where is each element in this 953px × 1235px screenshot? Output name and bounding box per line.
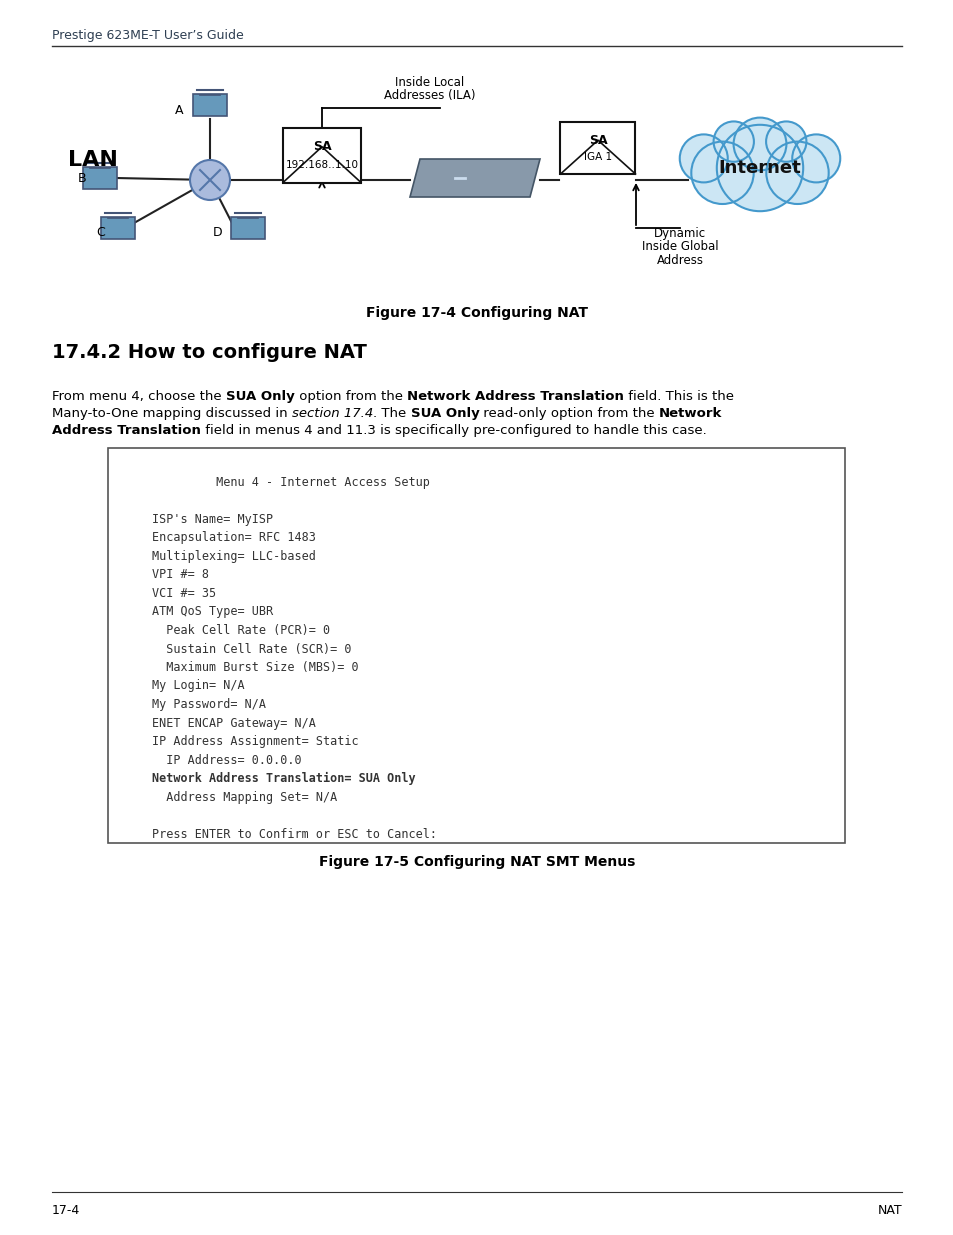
Text: Network Address Translation= SUA Only: Network Address Translation= SUA Only (152, 772, 416, 785)
Text: IP Address Assignment= Static: IP Address Assignment= Static (152, 735, 358, 748)
Text: Press ENTER to Confirm or ESC to Cancel:: Press ENTER to Confirm or ESC to Cancel: (152, 827, 436, 841)
Text: NAT: NAT (877, 1203, 901, 1216)
Text: LAN: LAN (68, 149, 118, 170)
Text: Network: Network (659, 408, 721, 420)
Text: ATM QoS Type= UBR: ATM QoS Type= UBR (152, 605, 273, 619)
Text: ENET ENCAP Gateway= N/A: ENET ENCAP Gateway= N/A (152, 716, 315, 730)
Text: read-only option from the: read-only option from the (478, 408, 659, 420)
Text: Internet: Internet (718, 159, 801, 177)
Text: SUA Only: SUA Only (226, 390, 294, 403)
Text: From menu 4, choose the: From menu 4, choose the (52, 390, 226, 403)
Text: Menu 4 - Internet Access Setup: Menu 4 - Internet Access Setup (152, 475, 430, 489)
Text: Inside Global: Inside Global (641, 241, 718, 253)
FancyBboxPatch shape (231, 217, 265, 238)
Text: Encapsulation= RFC 1483: Encapsulation= RFC 1483 (152, 531, 315, 545)
Text: field. This is the: field. This is the (623, 390, 733, 403)
Circle shape (733, 117, 785, 170)
Text: A: A (174, 104, 183, 116)
Text: 17.4.2 How to configure NAT: 17.4.2 How to configure NAT (52, 342, 367, 362)
Text: Sustain Cell Rate (SCR)= 0: Sustain Cell Rate (SCR)= 0 (152, 642, 351, 656)
Text: My Login= N/A: My Login= N/A (152, 679, 244, 693)
Text: IGA 1: IGA 1 (583, 152, 612, 162)
Circle shape (679, 135, 727, 183)
Text: My Password= N/A: My Password= N/A (152, 698, 266, 711)
Circle shape (791, 135, 840, 183)
Text: section 17.4: section 17.4 (292, 408, 373, 420)
Circle shape (765, 142, 828, 204)
Text: Address Mapping Set= N/A: Address Mapping Set= N/A (152, 790, 337, 804)
Text: option from the: option from the (294, 390, 406, 403)
Text: Address: Address (656, 254, 702, 268)
Text: Figure 17-4 Configuring NAT: Figure 17-4 Configuring NAT (366, 306, 587, 320)
Text: Prestige 623ME-T User’s Guide: Prestige 623ME-T User’s Guide (52, 28, 244, 42)
FancyBboxPatch shape (560, 122, 635, 174)
Text: Dynamic: Dynamic (653, 226, 705, 240)
Polygon shape (410, 159, 539, 198)
FancyBboxPatch shape (83, 167, 117, 189)
Circle shape (691, 142, 753, 204)
Text: C: C (96, 226, 105, 240)
Text: VPI #= 8: VPI #= 8 (152, 568, 209, 582)
Text: Addresses (ILA): Addresses (ILA) (384, 89, 476, 101)
Circle shape (190, 161, 230, 200)
Text: VCI #= 35: VCI #= 35 (152, 587, 216, 600)
Text: Peak Cell Rate (PCR)= 0: Peak Cell Rate (PCR)= 0 (152, 624, 330, 637)
Text: Network Address Translation: Network Address Translation (406, 390, 623, 403)
Text: field in menus 4 and 11.3 is specifically pre-configured to handle this case.: field in menus 4 and 11.3 is specificall… (201, 424, 706, 437)
Text: ISP's Name= MyISP: ISP's Name= MyISP (152, 513, 273, 526)
Text: 192.168..1.10: 192.168..1.10 (285, 161, 358, 170)
Text: Many-to-One mapping discussed in: Many-to-One mapping discussed in (52, 408, 292, 420)
FancyBboxPatch shape (101, 217, 135, 238)
Circle shape (765, 121, 805, 162)
Text: Address Translation: Address Translation (52, 424, 201, 437)
Text: 17-4: 17-4 (52, 1203, 80, 1216)
Text: Multiplexing= LLC-based: Multiplexing= LLC-based (152, 550, 315, 563)
Text: SA: SA (313, 141, 331, 153)
Text: Figure 17-5 Configuring NAT SMT Menus: Figure 17-5 Configuring NAT SMT Menus (318, 855, 635, 869)
Text: Inside Local: Inside Local (395, 75, 464, 89)
Text: SUA Only: SUA Only (410, 408, 478, 420)
FancyBboxPatch shape (108, 448, 844, 844)
Text: Maximum Burst Size (MBS)= 0: Maximum Burst Size (MBS)= 0 (152, 661, 358, 674)
FancyBboxPatch shape (283, 127, 360, 183)
FancyBboxPatch shape (193, 94, 227, 116)
Text: IP Address= 0.0.0.0: IP Address= 0.0.0.0 (152, 753, 301, 767)
Text: . The: . The (373, 408, 410, 420)
Text: B: B (78, 172, 87, 184)
Text: D: D (213, 226, 222, 240)
Circle shape (716, 125, 802, 211)
Circle shape (713, 121, 753, 162)
Text: SA: SA (588, 135, 607, 147)
